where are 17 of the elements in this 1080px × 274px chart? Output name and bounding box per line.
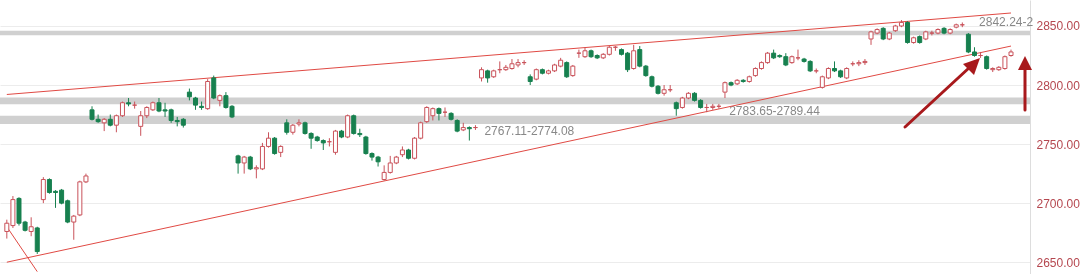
candlestick — [436, 106, 442, 121]
band-label: 2767.11-2774.08 — [484, 123, 575, 138]
candlestick — [466, 125, 472, 142]
y-tick-label: 2850.00 — [1036, 19, 1080, 34]
y-tick-label: 2700.00 — [1036, 196, 1080, 211]
candlestick — [905, 20, 911, 45]
y-tick-label: 2800.00 — [1036, 78, 1080, 93]
candlestick — [28, 216, 34, 237]
band-label: 2842.24-2 — [979, 14, 1034, 29]
candlestick — [332, 129, 338, 156]
candlestick — [631, 44, 637, 71]
band-label: 2783.65-2789.44 — [729, 104, 821, 119]
candlestick — [34, 226, 40, 255]
candlestick — [296, 118, 302, 127]
candlestick — [40, 176, 46, 204]
y-tick-label: 2750.00 — [1036, 137, 1080, 152]
y-tick-label: 2650.00 — [1036, 255, 1080, 270]
